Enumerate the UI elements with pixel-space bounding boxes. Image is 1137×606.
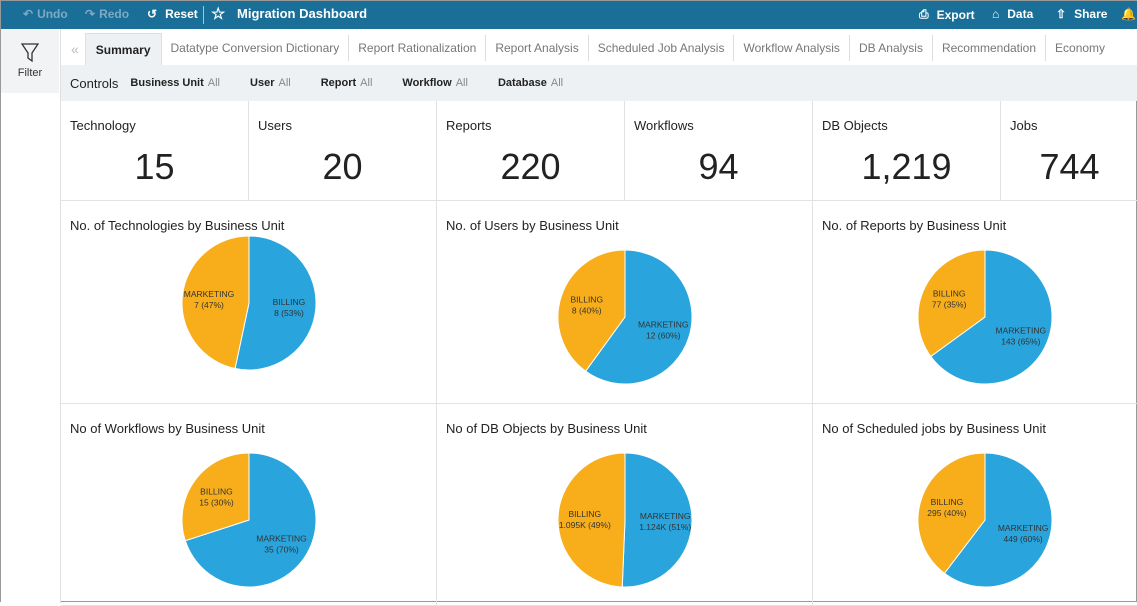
controls-label: Controls (70, 75, 119, 91)
pie-chart-card: No of DB Objects by Business Unit MARKETI… (437, 404, 813, 606)
slice-data-label: MARKETING (256, 534, 307, 544)
slice-data-label: MARKETING (184, 289, 235, 299)
slice-data-label: 15 (30%) (199, 497, 234, 507)
slice-data-label: MARKETING (998, 523, 1049, 533)
control-database[interactable]: Database All (497, 77, 564, 89)
pie-slice-billing[interactable] (557, 452, 626, 588)
controls-bar: Controls Business Unit All User All Report… (61, 65, 1137, 101)
kpi-technology: Technology 15 (61, 101, 249, 201)
tab-scheduled-job-analysis[interactable]: Scheduled Job Analysis (587, 35, 734, 61)
kpi-users: Users 20 (249, 101, 437, 201)
kpi-reports: Reports 220 (437, 101, 625, 201)
chart-title: No of Scheduled jobs by Business Unit (822, 421, 1047, 436)
redo-icon: ↷ (85, 7, 96, 21)
slice-data-label: 8 (40%) (572, 306, 602, 316)
pie-chart-card: No of Scheduled jobs by Business Unit MAR… (813, 404, 1137, 606)
slice-data-label: 1.095K (49%) (559, 520, 611, 530)
pie-slice-marketing[interactable] (181, 235, 250, 370)
tab-report-rationalization[interactable]: Report Rationalization (348, 35, 485, 61)
tab-report-analysis[interactable]: Report Analysis (485, 35, 587, 61)
redo-button[interactable]: ↷ Redo (85, 7, 130, 21)
scroll-left-icon[interactable]: « (71, 41, 79, 57)
dashboard-title: Migration Dashboard (237, 6, 368, 21)
slice-data-label: MARKETING (996, 325, 1047, 335)
share-button[interactable]: ⇧ Share (1056, 7, 1108, 21)
kpi-row: Technology 15 Users 20 Reports 220 Workflow… (61, 101, 1137, 201)
share-icon: ⇧ (1056, 7, 1067, 21)
pie-slice-billing[interactable] (917, 452, 986, 575)
funnel-icon (21, 43, 39, 63)
pie-slice-marketing[interactable] (584, 249, 693, 385)
pie-slice-billing[interactable] (181, 452, 250, 542)
pie-slice-billing[interactable] (917, 249, 986, 358)
control-report[interactable]: Report All (320, 77, 373, 89)
slice-data-label: MARKETING (638, 319, 689, 329)
slice-data-label: 143 (65%) (1001, 336, 1040, 346)
chart-title: No. of Users by Business Unit (446, 218, 619, 233)
tab-workflow-analysis[interactable]: Workflow Analysis (733, 35, 848, 61)
slice-data-label: 35 (70%) (264, 545, 299, 555)
slice-data-label: 295 (40%) (927, 508, 966, 518)
sheet-tabs: « Summary Datatype Conversion Dictionary… (61, 29, 1137, 65)
chart-title: No. of Reports by Business Unit (822, 218, 1007, 233)
slice-data-label: BILLING (570, 295, 603, 305)
slice-data-label: MARKETING (640, 511, 691, 521)
pie-slice-marketing[interactable] (943, 452, 1053, 588)
pie-slice-billing[interactable] (557, 249, 626, 372)
slice-data-label: 7 (47%) (194, 300, 224, 310)
top-toolbar: ↶ Undo ↷ Redo ↺ Reset ☆ Migration Dashboard… (1, 1, 1137, 29)
pie-slice-billing[interactable] (234, 235, 317, 371)
tab-datatype-conversion-dictionary[interactable]: Datatype Conversion Dictionary (170, 41, 340, 55)
divider (203, 6, 204, 24)
tab-economy[interactable]: Economy (1045, 35, 1114, 61)
pie-chart-card: No. of Technologies by Business Unit BILL… (61, 201, 437, 404)
slice-data-label: 449 (60%) (1003, 534, 1042, 544)
control-workflow[interactable]: Workflow All (402, 77, 468, 89)
tab-recommendation[interactable]: Recommendation (931, 35, 1045, 61)
undo-icon: ↶ (23, 7, 34, 21)
slice-data-label: BILLING (273, 297, 306, 307)
kpi-db-objects: DB Objects 1,219 (813, 101, 1001, 201)
tab-db-analysis[interactable]: DB Analysis (848, 35, 932, 61)
reset-button[interactable]: ↺ Reset (147, 7, 198, 21)
pie-slice-marketing[interactable] (930, 249, 1053, 385)
control-business-unit[interactable]: Business Unit All (130, 77, 221, 89)
slice-data-label: 77 (35%) (932, 300, 967, 310)
slice-data-label: BILLING (931, 497, 964, 507)
slice-data-label: BILLING (200, 486, 233, 496)
chart-title: No of DB Objects by Business Unit (446, 421, 647, 436)
slice-data-label: 12 (60%) (646, 330, 681, 340)
pie-slice-marketing[interactable] (621, 452, 693, 588)
bell-icon[interactable]: 🔔 (1121, 7, 1136, 21)
undo-button[interactable]: ↶ Undo (23, 7, 68, 21)
chart-title: No. of Technologies by Business Unit (70, 218, 285, 233)
data-icon: ⌂ (992, 7, 1000, 21)
tab-summary[interactable]: Summary (84, 33, 162, 65)
data-button[interactable]: ⌂ Data (992, 7, 1034, 21)
sidebar: Filter (1, 29, 61, 603)
slice-data-label: 1.124K (51%) (639, 522, 691, 532)
slice-data-label: BILLING (569, 509, 602, 519)
slice-data-label: 8 (53%) (274, 308, 304, 318)
control-user[interactable]: User All (250, 77, 291, 89)
favorite-star-icon[interactable]: ☆ (211, 6, 226, 23)
export-button[interactable]: ⎙ Export (919, 7, 975, 22)
pie-slice-marketing[interactable] (184, 452, 317, 588)
printer-icon: ⎙ (919, 7, 929, 21)
kpi-jobs: Jobs 744 (1010, 118, 1100, 187)
chart-title: No of Workflows by Business Unit (70, 421, 265, 436)
reset-icon: ↺ (147, 7, 158, 21)
filter-button[interactable]: Filter (1, 29, 59, 93)
pie-chart-card: No. of Users by Business Unit MARKETING 12… (437, 201, 813, 404)
pie-chart-card: No. of Reports by Business Unit MARKETING… (813, 201, 1137, 404)
slice-data-label: BILLING (933, 289, 966, 299)
kpi-workflows: Workflows 94 (625, 101, 813, 201)
pie-chart-card: No of Workflows by Business Unit MARKETIN… (61, 404, 437, 606)
